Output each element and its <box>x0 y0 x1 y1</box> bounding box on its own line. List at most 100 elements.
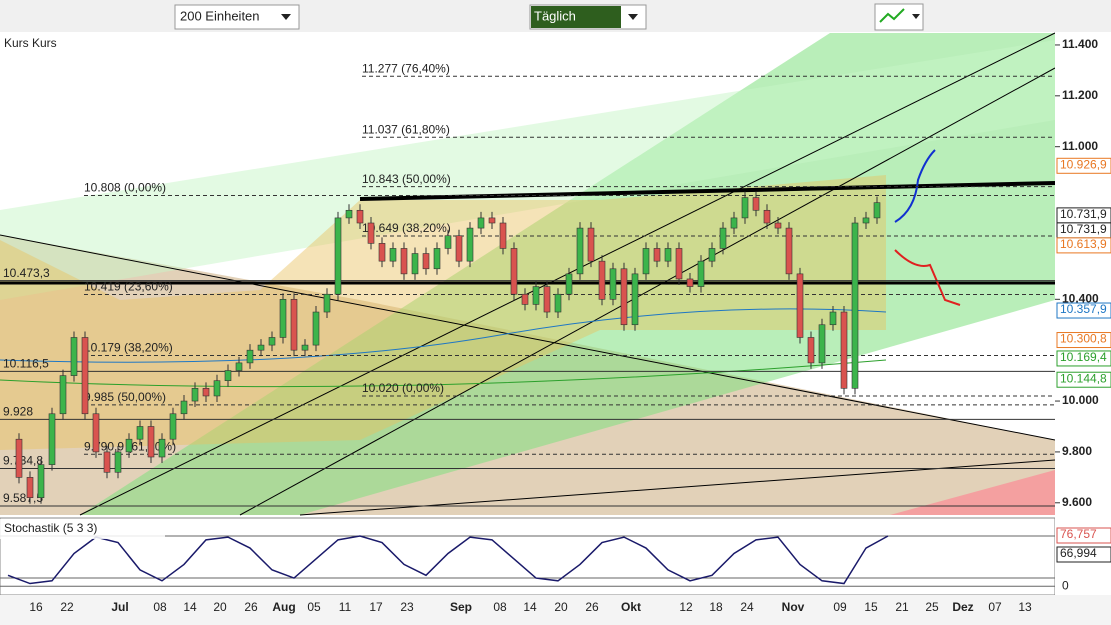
level-label: 10.473,3 <box>3 266 50 280</box>
x-tick-label: 11 <box>339 600 352 614</box>
y-tick-label: 9.800 <box>1062 444 1092 458</box>
candle <box>675 248 683 280</box>
candle <box>664 248 672 262</box>
level-label: 9.985 (50,00%) <box>84 390 166 404</box>
x-tick-label: 09 <box>833 600 847 614</box>
candle <box>818 324 826 364</box>
price-label-box <box>1056 371 1111 388</box>
level-label: 10.419 (23,60%) <box>84 280 173 294</box>
units-dropdown[interactable] <box>174 4 300 30</box>
price-label: 10.357,9 <box>1060 302 1107 316</box>
candle <box>37 464 45 499</box>
level-label: 11.277 (76,40%) <box>362 61 450 75</box>
y-tick-label: 9.600 <box>1062 495 1092 509</box>
value-label-box <box>1056 527 1111 544</box>
x-tick-label: 18 <box>709 600 723 614</box>
candle <box>642 248 650 275</box>
level-label: 9.587,5 <box>3 491 43 505</box>
price-label-box <box>1056 332 1111 349</box>
price-label-box <box>1056 302 1111 319</box>
x-tick-label: 17 <box>369 600 383 614</box>
trend-line <box>0 234 1056 441</box>
candle <box>235 362 243 371</box>
candle <box>422 253 430 270</box>
candle <box>59 375 67 415</box>
x-tick-label: Okt <box>621 600 641 614</box>
candle <box>543 286 551 313</box>
x-tick-label: 20 <box>213 600 227 614</box>
candle <box>587 227 595 262</box>
price-label: 10.169,4 <box>1060 350 1107 364</box>
candle <box>631 273 639 326</box>
x-tick-label: 24 <box>740 600 754 614</box>
value-label-box <box>1056 546 1111 563</box>
candle <box>202 388 210 397</box>
candle <box>356 209 364 224</box>
x-tick-label: 26 <box>585 600 599 614</box>
candle <box>785 227 793 275</box>
candle <box>774 222 782 229</box>
candle <box>807 337 815 364</box>
x-tick-label: Nov <box>782 600 805 614</box>
candle <box>268 337 276 346</box>
interval-text: Täglich <box>534 8 576 23</box>
y-tick-label: 10.000 <box>1062 393 1099 407</box>
y-tick-label: 11.000 <box>1062 139 1098 153</box>
plot-bg <box>0 517 1056 596</box>
candle <box>609 268 617 300</box>
candle <box>158 438 166 458</box>
level-label: 10.179 (38,20%) <box>84 341 173 355</box>
candle <box>92 413 100 453</box>
candle <box>103 451 111 473</box>
value-label: 76,757 <box>1060 527 1097 541</box>
candle <box>466 227 474 262</box>
candle <box>565 273 573 295</box>
level-label: 9.734,8 <box>3 454 43 468</box>
candle <box>114 451 122 473</box>
upper-channel <box>0 40 1055 300</box>
panel-header <box>0 519 165 539</box>
value-label: 66,994 <box>1060 546 1097 560</box>
candle <box>136 426 144 440</box>
candle <box>301 344 309 351</box>
y-tick-label: 0 <box>1062 578 1069 592</box>
panel-title: Kurs Kurs <box>4 36 57 50</box>
candle <box>345 209 353 219</box>
candle <box>719 227 727 249</box>
candle <box>367 222 375 244</box>
candle <box>378 243 386 262</box>
candle <box>411 253 419 275</box>
x-tick-label: Jul <box>111 600 128 614</box>
level-label: 10.649 (38,20%) <box>362 221 451 235</box>
candle <box>873 202 881 219</box>
x-tick-label: 22 <box>60 600 74 614</box>
candle <box>554 293 562 313</box>
x-tick-label: Sep <box>450 600 472 614</box>
price-label: 10.144,8 <box>1060 371 1107 385</box>
price-label: 10.731,9 <box>1060 207 1107 221</box>
candle <box>323 293 331 313</box>
level-label: 11.037 (61,80%) <box>362 122 450 136</box>
trend-line <box>239 67 1056 516</box>
x-tick-label: 26 <box>244 600 258 614</box>
interval-highlight <box>531 6 621 28</box>
x-tick-label: 16 <box>29 600 43 614</box>
candle <box>741 197 749 219</box>
y-tick-label: 11.200 <box>1062 88 1098 102</box>
candle <box>730 217 738 229</box>
x-tick-label: 08 <box>493 600 507 614</box>
level-label: 10.808 (0,00%) <box>84 181 166 195</box>
x-tick-label: 14 <box>183 600 197 614</box>
time-axis <box>0 595 1111 625</box>
y-tick-label: 10.400 <box>1062 291 1099 305</box>
x-tick-label: 15 <box>864 600 878 614</box>
level-label: 9.928 <box>3 405 33 419</box>
candle <box>334 217 342 295</box>
x-tick-label: 12 <box>679 600 693 614</box>
price-label-box <box>1056 237 1111 254</box>
price-label: 10.926,9 <box>1060 157 1107 171</box>
price-label-box <box>1056 157 1111 174</box>
price-label: 10.300,8 <box>1060 332 1107 346</box>
price-panel: 11.277 (76,40%) 11.037 (61,80%) 10.843 (50… <box>0 32 1056 516</box>
